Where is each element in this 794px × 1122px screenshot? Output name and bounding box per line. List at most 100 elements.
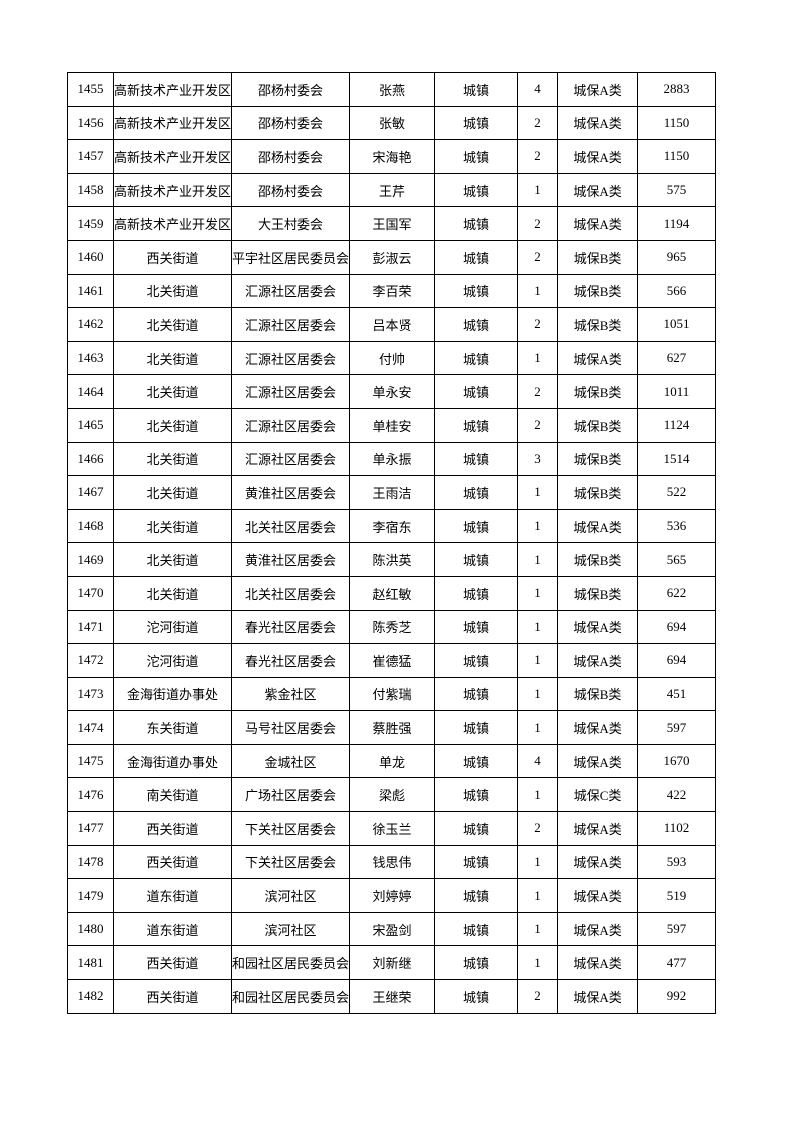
amount-cell: 1194 <box>637 206 717 241</box>
insurance-category-cell: 城保B类 <box>557 441 639 477</box>
table-row: 1457 高新技术产业开发区 邵杨村委会 宋海艳 城镇 2 城保A类 1150 <box>67 139 717 174</box>
insurance-category-cell: 城保A类 <box>557 911 639 947</box>
name-cell: 赵红敏 <box>349 575 436 611</box>
table-row: 1477 西关街道 下关社区居委会 徐玉兰 城镇 2 城保A类 1102 <box>67 811 717 846</box>
name-cell: 陈秀芝 <box>349 609 436 645</box>
name-cell: 单桂安 <box>349 407 436 443</box>
table-row: 1466 北关街道 汇源社区居委会 单永振 城镇 3 城保B类 1514 <box>67 441 717 477</box>
area-type-cell: 城镇 <box>434 273 519 309</box>
table-row: 1469 北关街道 黄淮社区居委会 陈洪英 城镇 1 城保B类 565 <box>67 542 717 577</box>
amount-cell: 992 <box>637 979 717 1014</box>
amount-cell: 622 <box>637 575 717 611</box>
street-office-cell: 沱河街道 <box>112 643 233 678</box>
area-type-cell: 城镇 <box>434 441 519 477</box>
community-cell: 北关社区居委会 <box>231 508 351 544</box>
name-cell: 王雨洁 <box>349 475 436 510</box>
community-cell: 金城社区 <box>231 743 351 779</box>
street-office-cell: 高新技术产业开发区 <box>112 72 233 107</box>
household-count-cell: 2 <box>517 139 559 174</box>
table-body: 1455 高新技术产业开发区 邵杨村委会 张燕 城镇 4 城保A类 2883 1456 高新技术产… <box>67 72 717 1014</box>
area-type-cell: 城镇 <box>434 206 519 241</box>
name-cell: 张燕 <box>349 72 436 107</box>
street-office-cell: 西关街道 <box>112 844 233 880</box>
community-cell: 广场社区居委会 <box>231 777 351 813</box>
row-number-cell: 1479 <box>67 878 114 913</box>
insurance-category-cell: 城保A类 <box>557 609 639 645</box>
community-cell: 汇源社区居委会 <box>231 340 351 376</box>
community-cell: 北关社区居委会 <box>231 575 351 611</box>
insurance-category-cell: 城保A类 <box>557 172 639 208</box>
table-row: 1471 沱河街道 春光社区居委会 陈秀芝 城镇 1 城保A类 694 <box>67 609 717 645</box>
row-number-cell: 1458 <box>67 172 114 208</box>
amount-cell: 477 <box>637 945 717 981</box>
table-row: 1480 道东街道 滨河社区 宋盈剑 城镇 1 城保A类 597 <box>67 911 717 947</box>
amount-cell: 519 <box>637 878 717 913</box>
amount-cell: 593 <box>637 844 717 880</box>
amount-cell: 1670 <box>637 743 717 779</box>
street-office-cell: 西关街道 <box>112 239 233 275</box>
row-number-cell: 1465 <box>67 407 114 443</box>
household-count-cell: 1 <box>517 475 559 510</box>
community-cell: 邵杨村委会 <box>231 72 351 107</box>
street-office-cell: 西关街道 <box>112 811 233 846</box>
community-cell: 春光社区居委会 <box>231 643 351 678</box>
community-cell: 和园社区居民委员会 <box>231 979 351 1014</box>
insurance-category-cell: 城保A类 <box>557 206 639 241</box>
community-cell: 滨河社区 <box>231 911 351 947</box>
amount-cell: 1102 <box>637 811 717 846</box>
name-cell: 张敏 <box>349 105 436 141</box>
name-cell: 梁彪 <box>349 777 436 813</box>
community-cell: 平宇社区居民委员会 <box>231 239 351 275</box>
household-count-cell: 1 <box>517 844 559 880</box>
table-row: 1475 金海街道办事处 金城社区 单龙 城镇 4 城保A类 1670 <box>67 743 717 779</box>
area-type-cell: 城镇 <box>434 340 519 376</box>
insurance-category-cell: 城保B类 <box>557 676 639 712</box>
household-count-cell: 1 <box>517 172 559 208</box>
area-type-cell: 城镇 <box>434 609 519 645</box>
street-office-cell: 高新技术产业开发区 <box>112 172 233 208</box>
area-type-cell: 城镇 <box>434 105 519 141</box>
community-cell: 汇源社区居委会 <box>231 441 351 477</box>
area-type-cell: 城镇 <box>434 239 519 275</box>
street-office-cell: 北关街道 <box>112 340 233 376</box>
amount-cell: 1150 <box>637 105 717 141</box>
insurance-category-cell: 城保A类 <box>557 844 639 880</box>
community-cell: 紫金社区 <box>231 676 351 712</box>
amount-cell: 597 <box>637 911 717 947</box>
insurance-category-cell: 城保B类 <box>557 239 639 275</box>
household-count-cell: 2 <box>517 307 559 342</box>
insurance-category-cell: 城保A类 <box>557 979 639 1014</box>
row-number-cell: 1457 <box>67 139 114 174</box>
insurance-category-cell: 城保B类 <box>557 542 639 577</box>
amount-cell: 566 <box>637 273 717 309</box>
insurance-category-cell: 城保B类 <box>557 273 639 309</box>
street-office-cell: 金海街道办事处 <box>112 743 233 779</box>
name-cell: 宋海艳 <box>349 139 436 174</box>
area-type-cell: 城镇 <box>434 911 519 947</box>
amount-cell: 1051 <box>637 307 717 342</box>
amount-cell: 1514 <box>637 441 717 477</box>
name-cell: 王芹 <box>349 172 436 208</box>
name-cell: 彭淑云 <box>349 239 436 275</box>
household-count-cell: 4 <box>517 743 559 779</box>
household-count-cell: 1 <box>517 609 559 645</box>
household-count-cell: 1 <box>517 575 559 611</box>
area-type-cell: 城镇 <box>434 407 519 443</box>
community-cell: 马号社区居委会 <box>231 710 351 745</box>
household-count-cell: 1 <box>517 911 559 947</box>
household-count-cell: 4 <box>517 72 559 107</box>
area-type-cell: 城镇 <box>434 139 519 174</box>
street-office-cell: 北关街道 <box>112 508 233 544</box>
table-row: 1474 东关街道 马号社区居委会 蔡胜强 城镇 1 城保A类 597 <box>67 710 717 745</box>
table-row: 1472 沱河街道 春光社区居委会 崔德猛 城镇 1 城保A类 694 <box>67 643 717 678</box>
name-cell: 刘新继 <box>349 945 436 981</box>
table-row: 1478 西关街道 下关社区居委会 钱思伟 城镇 1 城保A类 593 <box>67 844 717 880</box>
amount-cell: 627 <box>637 340 717 376</box>
community-cell: 大王村委会 <box>231 206 351 241</box>
area-type-cell: 城镇 <box>434 878 519 913</box>
table-row: 1462 北关街道 汇源社区居委会 吕本贤 城镇 2 城保B类 1051 <box>67 307 717 342</box>
insurance-category-cell: 城保A类 <box>557 105 639 141</box>
amount-cell: 451 <box>637 676 717 712</box>
table-row: 1463 北关街道 汇源社区居委会 付帅 城镇 1 城保A类 627 <box>67 340 717 376</box>
name-cell: 宋盈剑 <box>349 911 436 947</box>
